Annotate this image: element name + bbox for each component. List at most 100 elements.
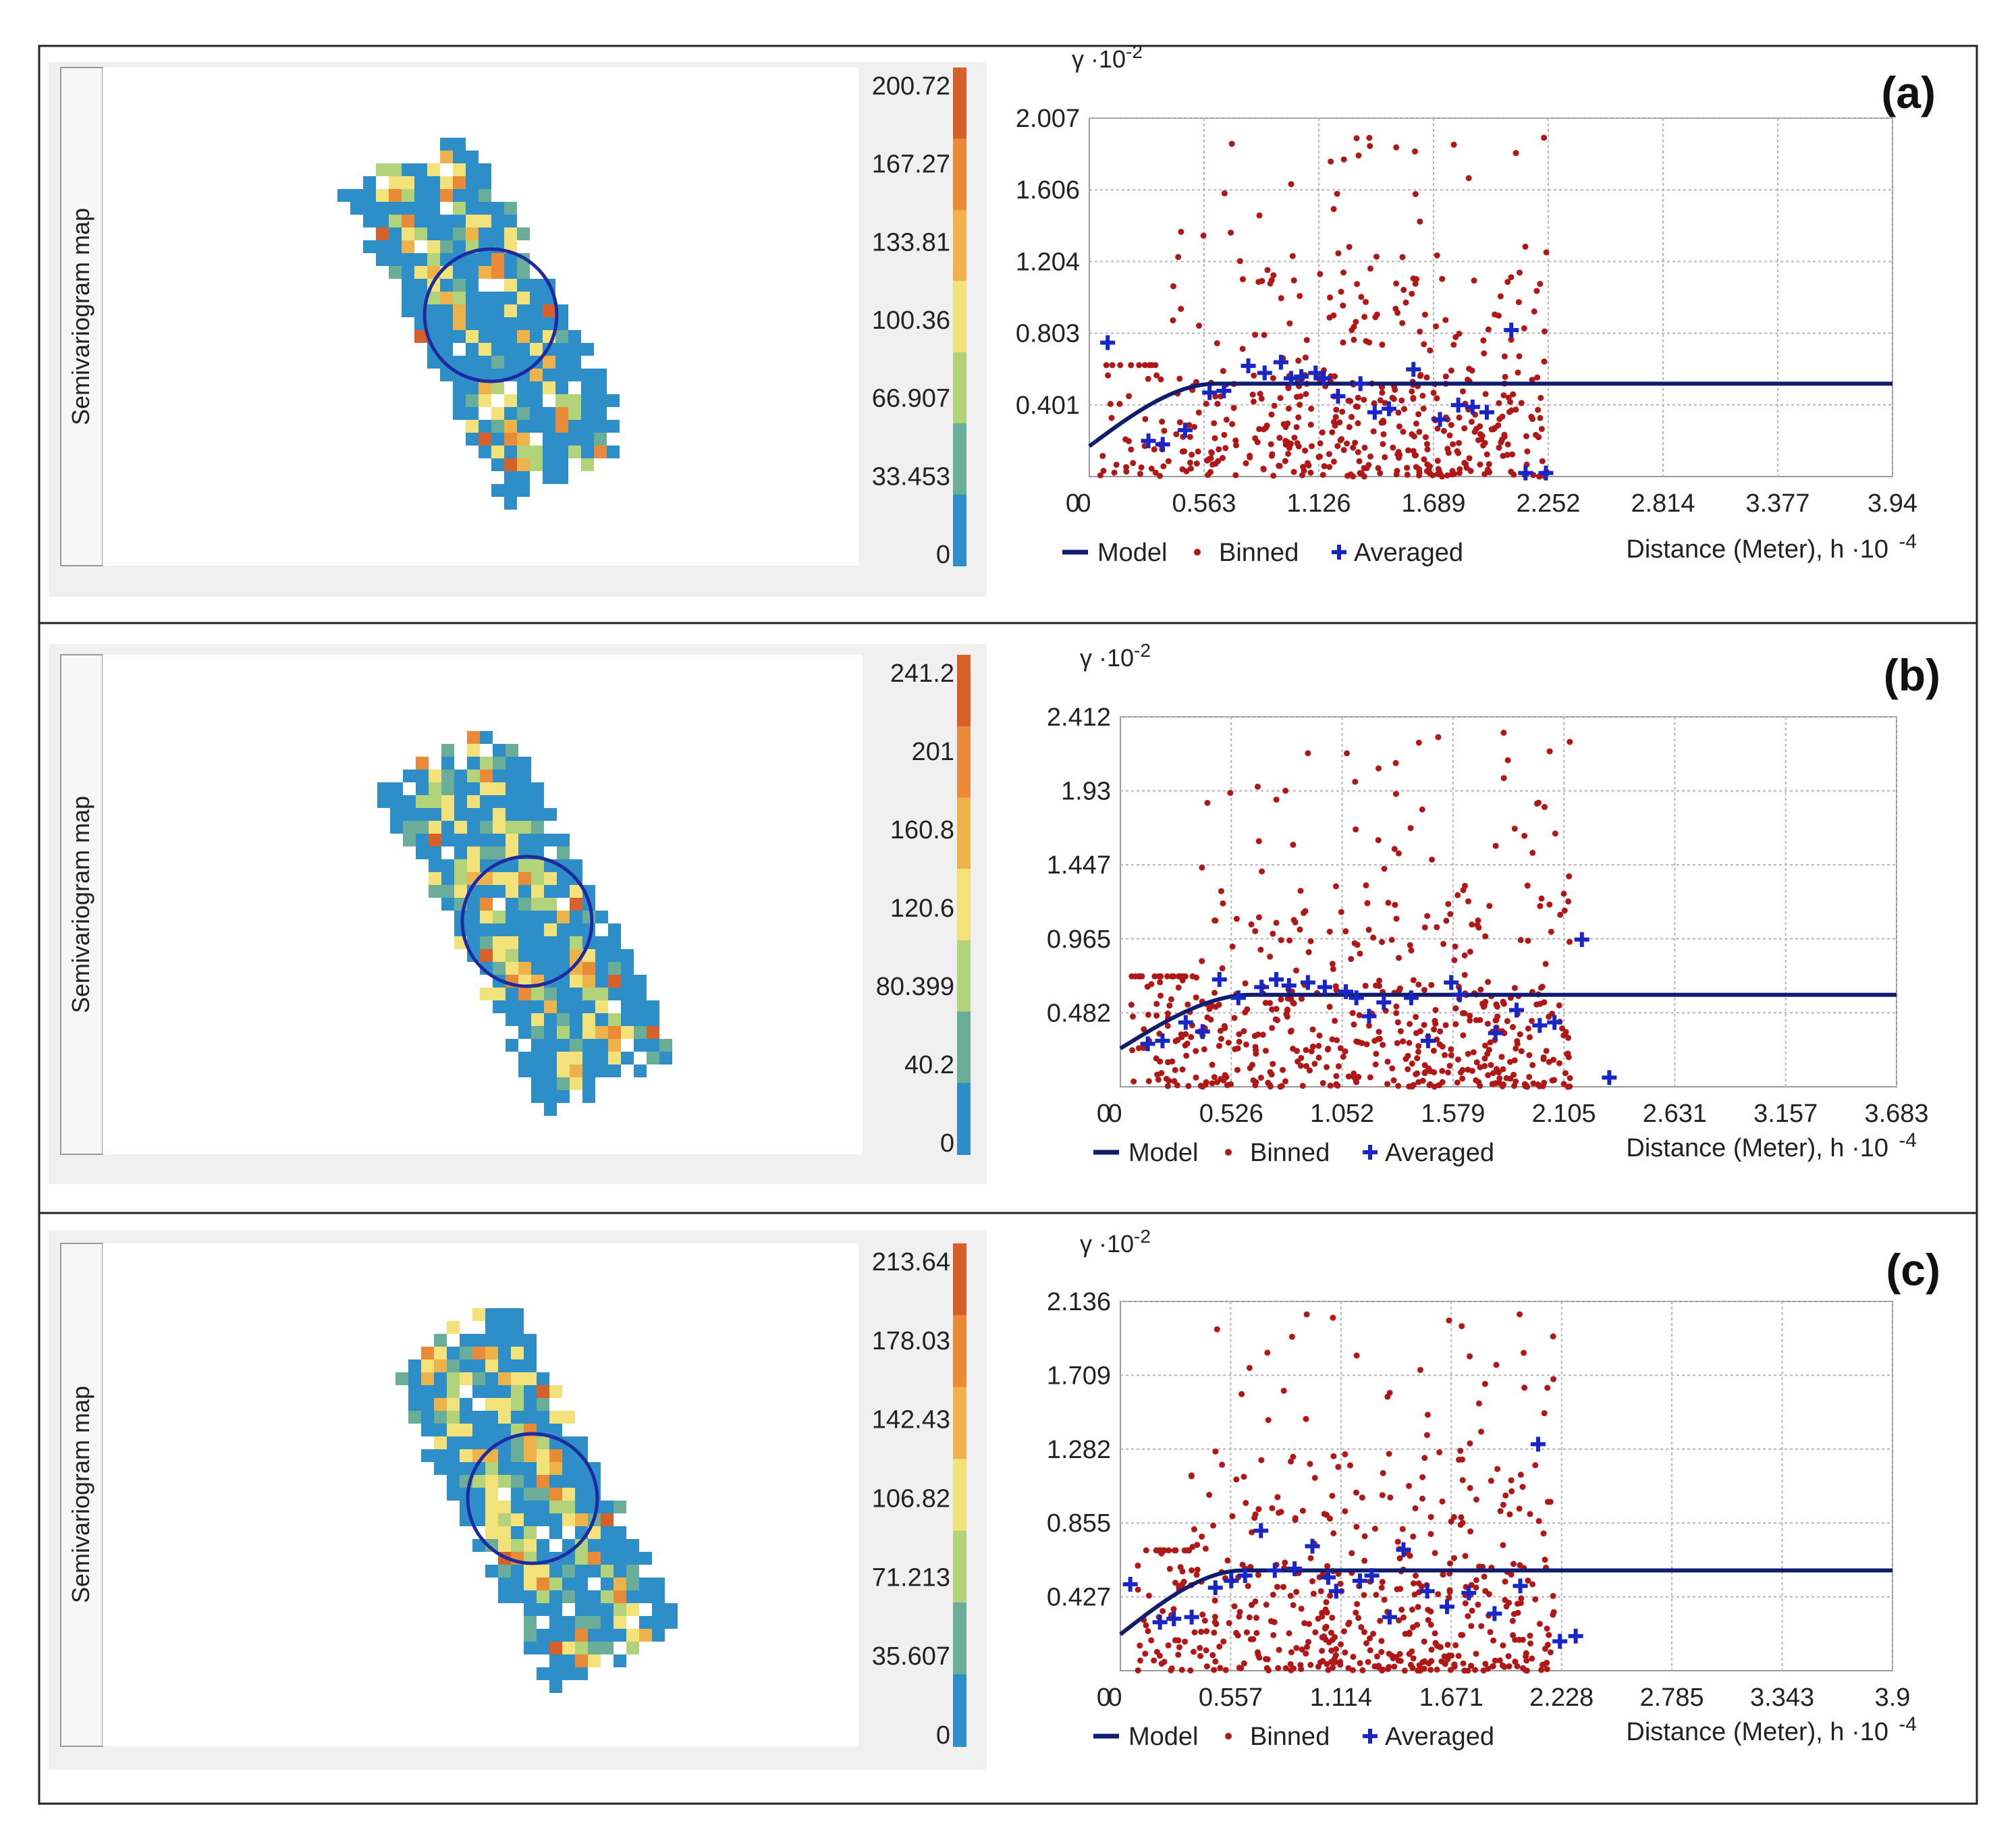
heat-cell: [518, 1026, 531, 1039]
heat-cell: [652, 1603, 665, 1616]
heat-cell: [537, 1372, 549, 1385]
heat-cell: [402, 163, 414, 176]
heat-cell: [562, 1449, 575, 1462]
range-circle: [423, 247, 559, 383]
binned-point: [1423, 1432, 1430, 1438]
heat-cell: [544, 885, 557, 898]
heat-cell: [544, 898, 557, 911]
binned-point: [1128, 446, 1135, 453]
binned-point: [1216, 1643, 1223, 1650]
heat-cell: [665, 1616, 678, 1629]
binned-point: [1442, 373, 1449, 380]
binned-point: [1268, 277, 1275, 284]
binned-point: [1255, 279, 1262, 286]
binned-point: [1203, 1647, 1209, 1654]
heat-cell: [376, 215, 389, 227]
binned-point: [1471, 1667, 1478, 1673]
binned-point: [1409, 388, 1415, 395]
binned-point: [1450, 441, 1456, 448]
binned-point: [1217, 1027, 1224, 1034]
binned-point: [1328, 158, 1334, 165]
heat-cell: [416, 770, 429, 782]
heat-cell: [595, 1026, 608, 1039]
heat-cell: [421, 1449, 434, 1462]
heat-cell: [441, 770, 454, 782]
binned-point: [1467, 468, 1474, 475]
heat-cell: [531, 1052, 544, 1065]
x-axis-label: Distance (Meter), h ·10: [1626, 1718, 1888, 1746]
binned-point: [1510, 1561, 1517, 1567]
binned-point: [1363, 882, 1369, 889]
heat-cell: [537, 1590, 549, 1603]
heat-cell: [531, 1026, 544, 1039]
binned-point: [1308, 406, 1315, 412]
binned-point: [1415, 1048, 1421, 1055]
binned-point: [1546, 901, 1553, 908]
heat-cell: [626, 1629, 639, 1642]
heat-cell: [421, 1424, 434, 1436]
binned-point: [1473, 1017, 1479, 1023]
binned-point: [1321, 463, 1328, 470]
binned-point: [1346, 1462, 1353, 1469]
binned-point: [1199, 864, 1205, 871]
binned-point: [1418, 1583, 1425, 1590]
binned-point: [1427, 1621, 1434, 1628]
heat-cell: [472, 1436, 485, 1449]
heat-cell: [537, 1475, 549, 1488]
binned-point: [1461, 1667, 1468, 1674]
binned-point: [1450, 1513, 1457, 1520]
heat-cell: [562, 1513, 575, 1526]
heat-cell: [531, 1013, 544, 1026]
binned-point: [1231, 1015, 1238, 1021]
binned-point: [1135, 1667, 1141, 1674]
binned-point: [1145, 1011, 1151, 1018]
binned-point: [1412, 191, 1419, 198]
binned-point: [1288, 1027, 1295, 1034]
binned-point: [1448, 1518, 1454, 1525]
binned-point: [1492, 1080, 1499, 1087]
binned-point: [1508, 1571, 1515, 1578]
legend-model-label: Model: [1097, 539, 1168, 567]
heat-cell: [568, 407, 581, 420]
binned-point: [1443, 917, 1450, 924]
binned-point: [1456, 414, 1463, 421]
heat-cell: [337, 189, 350, 202]
heat-cell: [581, 420, 594, 433]
binned-point: [1097, 472, 1104, 479]
heat-cell: [441, 808, 454, 821]
binned-point: [1452, 1021, 1459, 1027]
binned-point: [1282, 424, 1289, 431]
binned-point: [1361, 1629, 1367, 1636]
binned-point: [1145, 1627, 1151, 1634]
heat-cell: [614, 1629, 626, 1642]
binned-point: [1330, 1314, 1336, 1321]
binned-point: [1135, 973, 1142, 979]
binned-point: [1269, 1025, 1276, 1031]
binned-point: [1329, 1492, 1336, 1499]
binned-point: [1427, 1667, 1434, 1673]
colorbar-tick-label: 0: [936, 1721, 950, 1750]
heat-cell: [621, 949, 634, 962]
binned-point: [1253, 1615, 1259, 1621]
heat-cell: [504, 215, 517, 227]
binned-point: [1169, 1058, 1176, 1065]
binned-point: [1262, 1048, 1269, 1054]
binned-point: [1160, 463, 1167, 470]
binned-point: [1459, 1519, 1466, 1526]
heat-cell: [454, 911, 467, 923]
heat-cell: [537, 1488, 549, 1501]
heat-cell: [447, 1449, 460, 1462]
heat-cell: [544, 1103, 557, 1116]
binned-point: [1546, 748, 1553, 755]
semivariogram-map-panel: Semivariogram map 200.72167.27133.81100.…: [49, 62, 987, 597]
binned-point: [1497, 293, 1504, 300]
binned-point: [1454, 892, 1461, 898]
binned-point: [1500, 729, 1507, 736]
heat-cell: [416, 795, 429, 808]
binned-point: [1295, 1058, 1301, 1065]
heat-cell: [549, 1616, 562, 1629]
binned-point: [1375, 1029, 1382, 1035]
binned-point: [1413, 420, 1419, 427]
binned-point: [1451, 470, 1458, 477]
binned-point: [1303, 337, 1310, 344]
